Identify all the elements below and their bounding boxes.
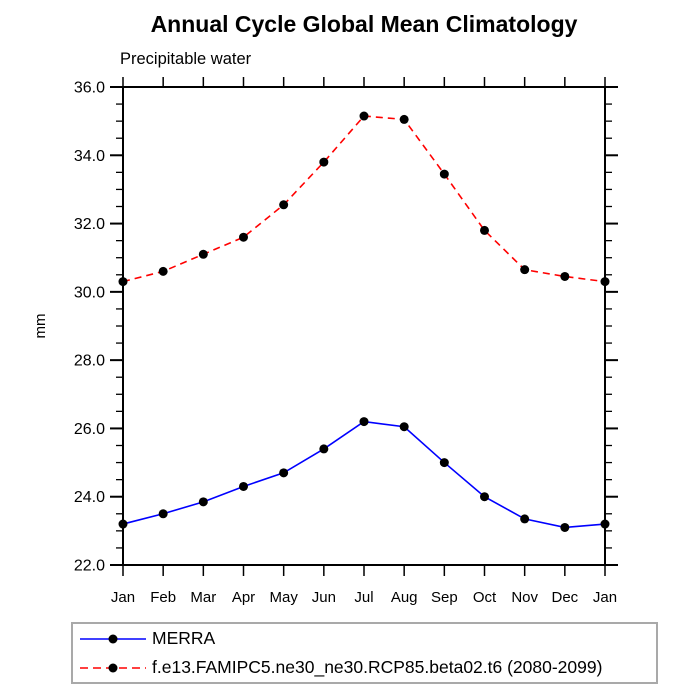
data-point [399, 114, 409, 124]
data-point [520, 265, 530, 275]
chart-subtitle: Precipitable water [120, 50, 252, 68]
x-tick-label: Oct [473, 589, 497, 606]
legend-marker-icon [108, 663, 118, 672]
x-tick-label: Jan [593, 589, 617, 606]
legend-item-merra: MERRA [78, 624, 656, 653]
x-tick-label: Jul [354, 589, 373, 606]
data-point [600, 519, 610, 529]
data-point [560, 271, 570, 281]
x-tick-label: Dec [551, 589, 578, 606]
chart-title: Annual Cycle Global Mean Climatology [150, 11, 578, 37]
data-point [118, 277, 128, 287]
y-tick-label: 36.0 [74, 80, 105, 97]
legend: MERRA f.e13.FAMIPC5.ne30_ne30.RCP85.beta… [71, 622, 658, 684]
data-point [439, 169, 449, 179]
y-tick-label: 28.0 [74, 353, 105, 370]
data-point [319, 157, 329, 167]
y-axis-title: mm [32, 314, 49, 339]
x-tick-label: Sep [431, 589, 458, 606]
x-tick-label: Aug [391, 589, 418, 606]
y-tick-label: 34.0 [74, 148, 105, 165]
data-point [118, 519, 128, 529]
x-tick-label: Jan [111, 589, 135, 606]
data-point [239, 481, 248, 491]
data-point [480, 492, 489, 502]
data-point [399, 422, 409, 432]
legend-marker-icon [108, 634, 118, 643]
y-tick-label: 32.0 [74, 216, 105, 233]
data-point [158, 266, 168, 276]
data-point [359, 111, 369, 121]
legend-label-merra: MERRA [152, 628, 216, 648]
data-point [520, 514, 530, 524]
data-point [560, 522, 570, 532]
data-point [198, 497, 208, 507]
data-point [600, 277, 610, 287]
x-tick-label: Feb [150, 589, 176, 606]
x-tick-label: Jun [312, 589, 336, 606]
y-tick-label: 30.0 [74, 284, 105, 301]
x-tick-label: Nov [511, 589, 538, 606]
data-point [279, 200, 289, 210]
legend-sample-1 [80, 663, 146, 672]
data-point [239, 232, 248, 242]
x-tick-label: Mar [190, 589, 216, 606]
series-line-0 [122, 420, 606, 529]
legend-sample-0 [80, 634, 146, 643]
x-tick-label: May [269, 589, 298, 606]
series-line-1 [122, 115, 606, 283]
data-point [359, 417, 369, 427]
y-tick-label: 26.0 [74, 421, 105, 438]
x-tick-label: Apr [232, 589, 255, 606]
legend-label-model: f.e13.FAMIPC5.ne30_ne30.RCP85.beta02.t6 … [152, 657, 603, 677]
y-tick-label: 24.0 [74, 489, 105, 506]
y-tick-label: 22.0 [74, 558, 105, 575]
data-point [480, 225, 489, 235]
data-point [198, 249, 208, 259]
legend-item-model: f.e13.FAMIPC5.ne30_ne30.RCP85.beta02.t6 … [78, 653, 656, 682]
axis-frame [122, 86, 606, 566]
data-point [319, 444, 329, 454]
data-point [158, 509, 168, 519]
data-point [279, 468, 289, 478]
data-point [439, 458, 449, 468]
